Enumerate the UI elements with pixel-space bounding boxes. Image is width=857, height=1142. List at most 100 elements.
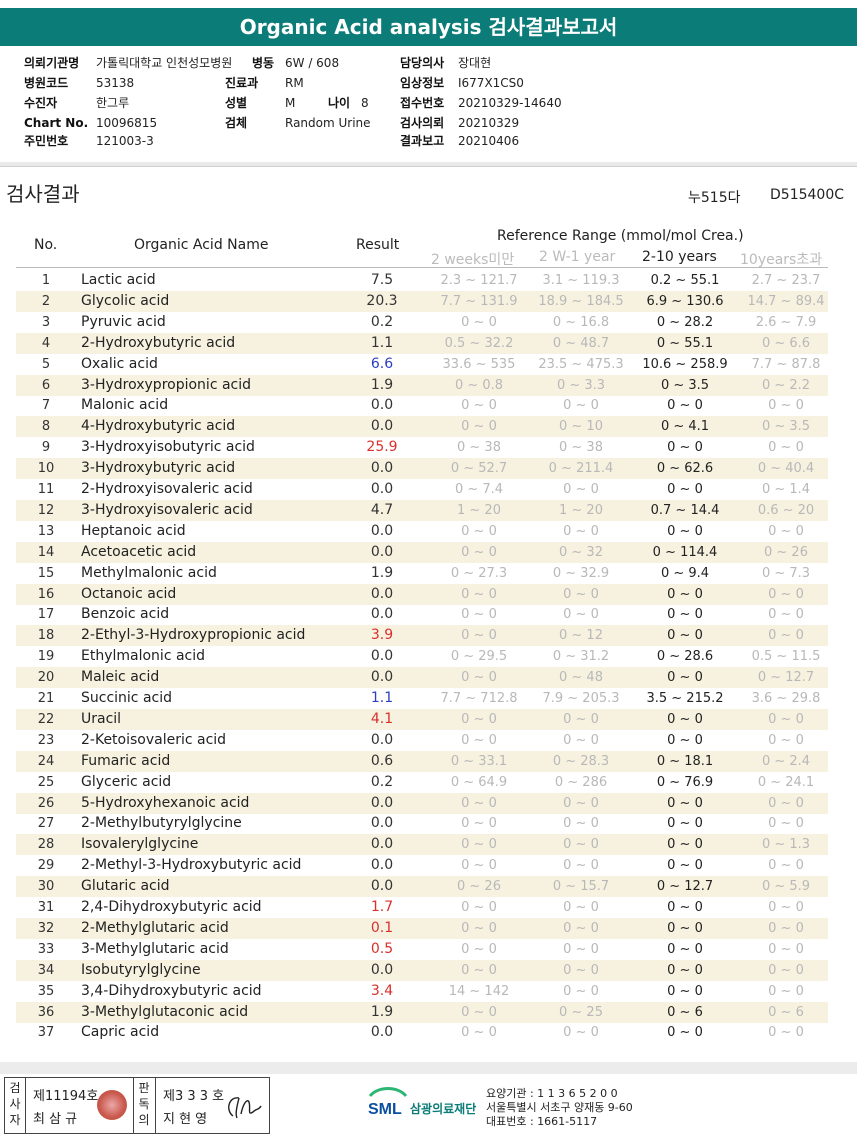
ref-range-adolescent: 0 ~ 5.9 <box>761 879 811 894</box>
accession-label: 접수번호 <box>400 96 445 110</box>
ref-range-infant: 0 ~ 0 <box>563 921 599 936</box>
ref-range-infant: 0 ~ 28.3 <box>552 754 610 769</box>
table-row: 9 3-Hydroxyisobutyric acid 25.9 0 ~ 38 0 ~ 3… <box>16 437 828 458</box>
result-value: 0.0 <box>370 586 394 602</box>
acid-name: Glycolic acid <box>81 293 170 309</box>
acid-name: 3-Hydroxypropionic acid <box>81 377 252 393</box>
table-row: 8 4-Hydroxybutyric acid 0.0 0 ~ 0 0 ~ 10 0 ~ … <box>16 416 828 437</box>
row-number: 22 <box>37 712 55 727</box>
sml-logo-icon: SML <box>368 1087 408 1118</box>
row-number: 21 <box>37 691 55 706</box>
row-number: 2 <box>41 294 51 309</box>
table-row: 19 Ethylmalonic acid 0.0 0 ~ 29.5 0 ~ 31.2 0 … <box>16 646 828 667</box>
acid-name: Glutaric acid <box>81 878 170 894</box>
report-code-primary: 누515다 <box>688 190 741 206</box>
ref-range-adolescent: 0 ~ 0 <box>768 921 804 936</box>
ref-range-child: 0 ~ 0 <box>667 440 703 455</box>
ref-range-neonate: 0 ~ 0 <box>461 816 497 831</box>
report-code-secondary: D515400C <box>770 187 844 203</box>
signature-icon <box>228 1097 262 1119</box>
result-value: 0.0 <box>370 732 394 748</box>
ref-range-neonate: 0 ~ 0 <box>461 524 497 539</box>
header-divider <box>0 162 857 167</box>
row-number: 33 <box>37 942 55 957</box>
ref-range-infant: 0 ~ 0 <box>563 900 599 915</box>
result-value: 0.1 <box>370 920 394 936</box>
ref-range-adolescent: 0 ~ 0 <box>768 587 804 602</box>
result-value: 3.4 <box>370 983 394 999</box>
acid-name: 3-Methylglutaric acid <box>81 941 229 957</box>
result-value: 0.0 <box>370 397 394 413</box>
ward-label: 병동 <box>252 56 275 70</box>
tester-license: 제11194호 <box>33 1089 99 1104</box>
dept-label: 진료과 <box>225 76 259 90</box>
ref-range-neonate: 1 ~ 20 <box>457 503 501 518</box>
ref-range-child: 0 ~ 62.6 <box>656 461 714 476</box>
dept-value: RM <box>285 76 304 90</box>
result-value: 6.6 <box>370 356 394 372</box>
ref-range-neonate: 0 ~ 64.9 <box>450 775 508 790</box>
specimen-value: Random Urine <box>285 116 371 130</box>
acid-name: Maleic acid <box>81 669 160 685</box>
ref-range-adolescent: 0 ~ 0 <box>768 1025 804 1040</box>
ref-range-neonate: 0 ~ 0 <box>461 587 497 602</box>
result-value: 0.0 <box>370 857 394 873</box>
ref-range-infant: 0 ~ 0 <box>563 837 599 852</box>
ref-range-child: 0 ~ 6 <box>667 1005 703 1020</box>
result-value: 1.1 <box>370 690 394 706</box>
row-number: 31 <box>37 900 55 915</box>
ref-range-infant: 3.1 ~ 119.3 <box>542 273 620 288</box>
org-phone: 대표번호 : 1661-5117 <box>486 1115 598 1128</box>
ref-range-neonate: 33.6 ~ 535 <box>442 357 516 372</box>
acid-name: Ethylmalonic acid <box>81 648 206 664</box>
table-row: 21 Succinic acid 1.1 7.7 ~ 712.8 7.9 ~ 205.3… <box>16 688 828 709</box>
doctor-value: 장대현 <box>458 56 492 70</box>
acid-name: 2-Hydroxyisovaleric acid <box>81 481 253 497</box>
acid-name: 3-Hydroxybutyric acid <box>81 460 236 476</box>
result-value: 0.0 <box>370 481 394 497</box>
ref-range-infant: 0 ~ 32 <box>559 545 603 560</box>
acid-name: Lactic acid <box>81 272 156 288</box>
ref-range-adolescent: 0 ~ 0 <box>768 628 804 643</box>
table-row: 22 Uracil 4.1 0 ~ 0 0 ~ 0 0 ~ 0 0 ~ 0 <box>16 709 828 730</box>
acid-name: Methylmalonic acid <box>81 565 217 581</box>
institution-value: 가톨릭대학교 인천성모병원 <box>96 56 233 70</box>
ref-range-neonate: 0 ~ 7.4 <box>454 482 504 497</box>
acid-name: Isobutyrylglycine <box>81 962 201 978</box>
accession-value: 20210329-14640 <box>458 96 562 110</box>
ref-range-child: 0 ~ 3.5 <box>660 378 710 393</box>
ref-range-adolescent: 0 ~ 2.2 <box>761 378 811 393</box>
section-title: 검사결과 <box>6 182 80 206</box>
result-value: 0.0 <box>370 669 394 685</box>
ref-range-neonate: 0 ~ 0.8 <box>454 378 504 393</box>
ref-range-child: 0 ~ 0 <box>667 921 703 936</box>
acid-name: 4-Hydroxybutyric acid <box>81 418 236 434</box>
ref-range-child: 0 ~ 0 <box>667 524 703 539</box>
table-row: 34 Isobutyrylglycine 0.0 0 ~ 0 0 ~ 0 0 ~ 0 0 ~… <box>16 960 828 981</box>
ref-range-adolescent: 14.7 ~ 89.4 <box>747 294 825 309</box>
ref-range-infant: 0 ~ 0 <box>563 712 599 727</box>
ref-group-neonate: 2 weeks미만 <box>431 252 515 268</box>
ref-range-neonate: 0 ~ 0 <box>461 419 497 434</box>
ref-range-child: 0 ~ 0 <box>667 858 703 873</box>
svg-text:SML: SML <box>368 1101 402 1118</box>
ref-range-infant: 0 ~ 286 <box>554 775 608 790</box>
ref-range-adolescent: 0 ~ 0 <box>768 733 804 748</box>
ref-range-adolescent: 0.5 ~ 11.5 <box>751 649 821 664</box>
row-number: 11 <box>37 482 55 497</box>
org-address: 서울특별시 서초구 양재동 9-60 <box>486 1101 633 1114</box>
ward-value: 6W / 608 <box>285 56 340 70</box>
row-number: 24 <box>37 754 55 769</box>
ref-range-neonate: 0 ~ 0 <box>461 315 497 330</box>
row-number: 18 <box>37 628 55 643</box>
table-row: 25 Glyceric acid 0.2 0 ~ 64.9 0 ~ 286 0 ~ 76.… <box>16 772 828 793</box>
table-row: 16 Octanoic acid 0.0 0 ~ 0 0 ~ 0 0 ~ 0 0 ~ 0 <box>16 584 828 605</box>
ref-range-infant: 0 ~ 0 <box>563 796 599 811</box>
ref-range-neonate: 0 ~ 0 <box>461 628 497 643</box>
table-row: 6 3-Hydroxypropionic acid 1.9 0 ~ 0.8 0 ~ 3.… <box>16 375 828 396</box>
acid-name: 2-Methyl-3-Hydroxybutyric acid <box>81 857 302 873</box>
sex-value: M <box>285 96 296 110</box>
ref-range-child: 0 ~ 114.4 <box>652 545 718 560</box>
result-value: 1.9 <box>370 1004 394 1020</box>
ref-range-adolescent: 0.6 ~ 20 <box>757 503 815 518</box>
